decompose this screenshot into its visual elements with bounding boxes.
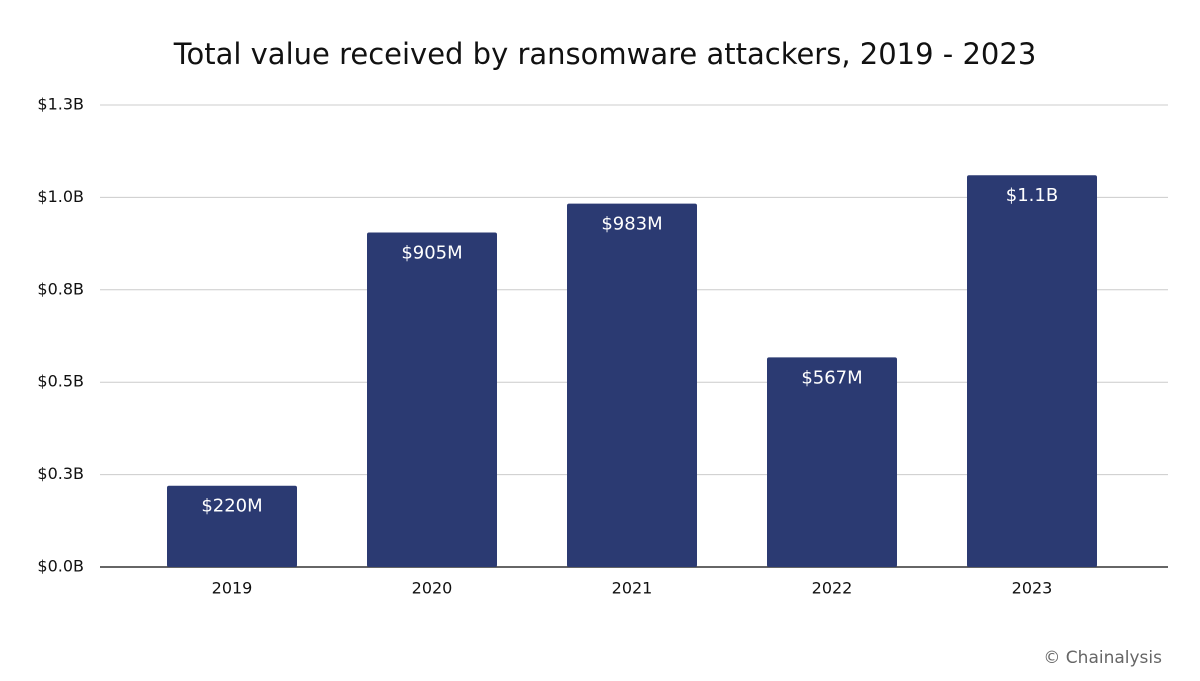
y-tick-label: $0.5B <box>37 372 84 391</box>
x-tick-label: 2019 <box>212 579 253 598</box>
y-tick-label: $1.3B <box>37 95 84 114</box>
value-label: $983M <box>601 214 662 235</box>
bar <box>967 175 1097 567</box>
y-tick-label: $0.3B <box>37 464 84 483</box>
x-tick-label: 2021 <box>612 579 653 598</box>
source: © Chainalysis <box>1043 648 1162 668</box>
bar <box>167 485 297 567</box>
x-tick-label: 2020 <box>412 579 453 598</box>
y-tick-label: $1.0B <box>37 187 84 206</box>
x-tick-label: 2023 <box>1012 579 1053 598</box>
y-tick-label: $0.8B <box>37 279 84 298</box>
bar <box>567 203 697 567</box>
x-tick-label: 2022 <box>812 579 853 598</box>
value-label: $220M <box>201 496 262 517</box>
value-label: $567M <box>801 367 862 388</box>
bar <box>367 232 497 567</box>
value-label: $1.1B <box>1006 185 1058 206</box>
chart-title: Total value received by ransomware attac… <box>173 37 1037 71</box>
bar <box>767 357 897 567</box>
y-tick-label: $0.0B <box>37 557 84 576</box>
value-label: $905M <box>401 243 462 264</box>
